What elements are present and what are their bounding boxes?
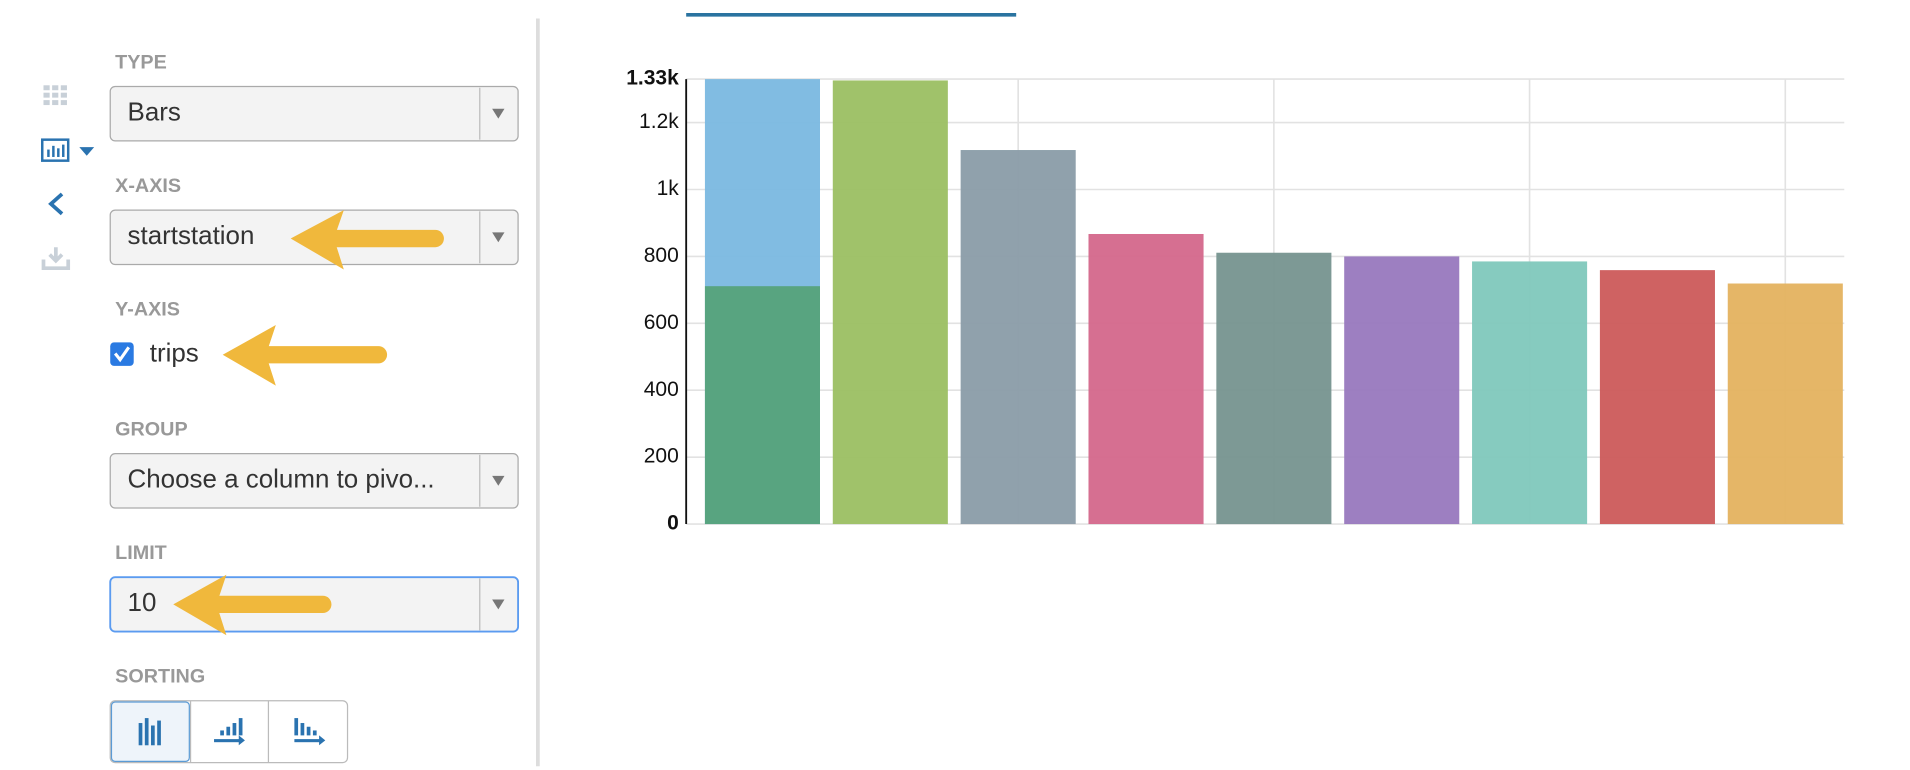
y-tick-label: 1.33k: [626, 67, 679, 90]
sort-button[interactable]: [110, 701, 190, 762]
bar: [1727, 283, 1843, 525]
select-caret: [492, 108, 505, 119]
checkmark: [113, 346, 131, 363]
type-select[interactable]: [109, 85, 519, 142]
sort-asc-icon[interactable]: [214, 718, 245, 746]
chart-icon[interactable]: [41, 138, 95, 162]
select-value: Bars: [128, 99, 181, 127]
bar: [1088, 233, 1204, 525]
bar: [1344, 256, 1460, 525]
field-label: X-AXIS: [115, 175, 181, 197]
y-tick-label: 1.2k: [639, 110, 679, 133]
checkbox[interactable]: [110, 342, 134, 366]
collapse-icon[interactable]: [48, 192, 64, 216]
select-caret: [492, 599, 505, 610]
bar: [1599, 270, 1715, 525]
y-tick-label: 200: [644, 445, 679, 468]
annotation-arrow: [222, 325, 388, 386]
annotation-arrow: [290, 210, 444, 270]
y-tick-label: 0: [667, 512, 679, 535]
sort-desc-icon[interactable]: [294, 718, 326, 746]
y-tick-label: 400: [644, 378, 679, 401]
select-value: Choose a column to pivo...: [128, 466, 435, 494]
bar: [832, 80, 948, 525]
bar: [960, 150, 1076, 525]
select-value: startstation: [128, 222, 255, 250]
checkbox-label: trips: [150, 340, 199, 368]
field-label: SORTING: [115, 666, 205, 688]
y-tick-label: 1k: [657, 177, 680, 200]
annotation-arrow: [173, 574, 332, 636]
y-tick-label: 600: [644, 311, 679, 334]
group-select[interactable]: [109, 452, 519, 509]
field-label: TYPE: [115, 51, 167, 73]
download-icon[interactable]: [41, 247, 71, 271]
chart: 0 200 400 600 800 1k 1.2k 1.33k: [626, 67, 1845, 535]
y-tick-label: 800: [644, 244, 679, 267]
bar: [1216, 252, 1332, 525]
select-value: 10: [128, 589, 157, 617]
sort-icon: [138, 718, 161, 746]
select-caret: [492, 232, 505, 243]
field-label: Y-AXIS: [115, 298, 180, 320]
bar: [704, 286, 820, 525]
grid-icon[interactable]: [43, 85, 67, 106]
field-label: GROUP: [115, 418, 187, 440]
field-label: LIMIT: [115, 542, 167, 564]
select-caret: [492, 475, 505, 486]
bar: [1472, 261, 1588, 525]
